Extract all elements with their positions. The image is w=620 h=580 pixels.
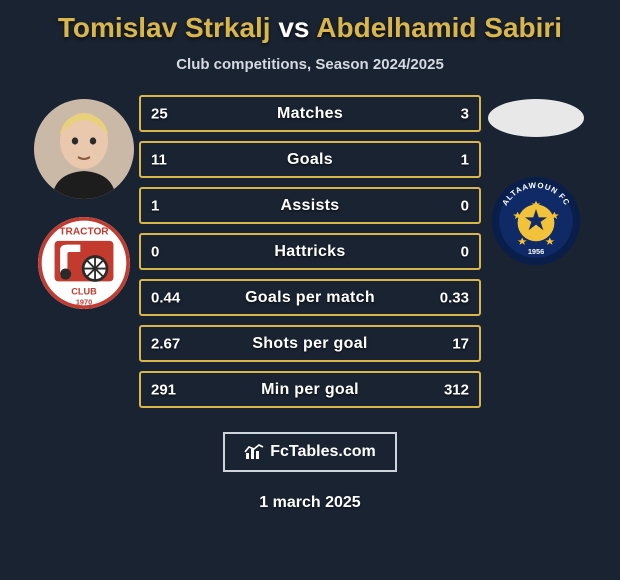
title-player1: Tomislav Strkalj: [58, 12, 271, 43]
stat-right-value: 17: [452, 335, 469, 352]
main-area: TRACTOR CLUB 1970 25Matches311Goals11Ass…: [0, 95, 620, 408]
stat-row: 2.67 Shots per goal 17: [139, 325, 481, 362]
stat-left-value: 11: [151, 151, 167, 168]
stat-right-value: 1: [461, 151, 469, 168]
right-column: ALTAAWOUN FC 1956: [481, 95, 591, 267]
player1-club-logo: TRACTOR CLUB 1970: [38, 217, 130, 309]
title-player2: Abdelhamid Sabiri: [316, 12, 562, 43]
brand-text: FcTables.com: [270, 443, 376, 461]
stat-row: 0.44 Goals per match 0.33: [139, 279, 481, 316]
player2-avatar-placeholder: [488, 99, 584, 137]
date-text: 1 march 2025: [259, 494, 360, 512]
stat-label: Matches: [277, 105, 343, 123]
stat-row: 0 Hattricks 0: [139, 233, 481, 270]
player1-avatar: [34, 99, 134, 199]
stat-left-value: 291: [151, 381, 176, 398]
page-title: Tomislav Strkalj vs Abdelhamid Sabiri: [58, 12, 562, 44]
stat-right-value: 0: [461, 197, 469, 214]
stat-right-value: 312: [444, 381, 469, 398]
stat-left-value: 0: [151, 243, 159, 260]
stat-left-value: 1: [151, 197, 159, 214]
club1-year: 1970: [76, 297, 92, 306]
title-vs: vs: [278, 12, 309, 43]
stat-row: 1 Assists 0: [139, 187, 481, 224]
chart-icon: [244, 443, 264, 461]
stat-row: 11 Goals 1: [139, 141, 481, 178]
club1-text-top: TRACTOR: [59, 226, 109, 237]
stat-label: Goals per match: [245, 289, 375, 307]
stat-label: Shots per goal: [252, 335, 367, 353]
left-column: TRACTOR CLUB 1970: [29, 95, 139, 309]
stat-label: Assists: [280, 197, 339, 215]
club2-year: 1956: [528, 247, 544, 256]
stat-label: Hattricks: [274, 243, 345, 261]
stat-left-value: 2.67: [151, 335, 180, 352]
stat-left-value: 25: [151, 105, 168, 122]
subtitle: Club competitions, Season 2024/2025: [176, 56, 444, 73]
club1-text-bottom: CLUB: [71, 286, 97, 296]
stat-label: Goals: [287, 151, 333, 169]
stat-row: 291 Min per goal 312: [139, 371, 481, 408]
stats-table: 25Matches311Goals11Assists00Hattricks00.…: [139, 95, 481, 408]
stat-right-value: 0: [461, 243, 469, 260]
player2-club-logo: ALTAAWOUN FC 1956: [490, 175, 582, 267]
stat-right-value: 0.33: [440, 289, 469, 306]
stat-left-value: 0.44: [151, 289, 180, 306]
stat-label: Min per goal: [261, 381, 359, 399]
stat-row: 25 Matches 3: [139, 95, 481, 132]
brand-logo[interactable]: FcTables.com: [223, 432, 397, 472]
stat-right-value: 3: [461, 105, 469, 122]
